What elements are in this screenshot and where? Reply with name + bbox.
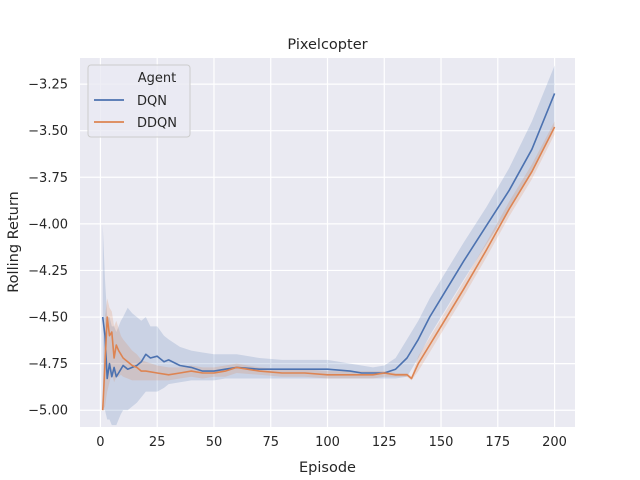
x-tick-labels: 0 25 50 75 100 125 150 175 200 bbox=[96, 435, 567, 450]
y-tick-label: −4.75 bbox=[28, 357, 68, 372]
x-tick-label: 50 bbox=[206, 435, 223, 450]
y-tick-labels: −5.00 −4.75 −4.50 −4.25 −4.00 −3.75 −3.50 −3.25 bbox=[28, 78, 68, 419]
x-tick-label: 125 bbox=[372, 435, 397, 450]
x-tick-label: 150 bbox=[429, 435, 454, 450]
y-tick-label: −3.75 bbox=[28, 171, 68, 186]
series-line-dqn bbox=[101, 93, 556, 380]
y-tick-label: −3.50 bbox=[28, 124, 68, 139]
legend-title: Agent bbox=[138, 71, 176, 86]
x-tick-label: 100 bbox=[315, 435, 340, 450]
series-lines bbox=[101, 93, 556, 411]
x-tick-label: 25 bbox=[149, 435, 166, 450]
x-tick-label: 0 bbox=[96, 435, 104, 450]
x-tick-label: 75 bbox=[262, 435, 279, 450]
legend-box bbox=[87, 64, 191, 138]
x-axis-label: Episode bbox=[299, 460, 356, 476]
x-tick-label: 175 bbox=[485, 435, 510, 450]
series-line-ddqn bbox=[101, 126, 556, 411]
legend-label-dqn: DQN bbox=[137, 94, 167, 109]
y-tick-label: −5.00 bbox=[28, 404, 68, 419]
x-tick-label: 200 bbox=[542, 435, 567, 450]
band-dqn bbox=[102, 65, 555, 426]
y-tick-label: −4.50 bbox=[28, 311, 68, 326]
legend-label-ddqn: DDQN bbox=[137, 116, 177, 131]
y-tick-label: −3.25 bbox=[28, 78, 68, 93]
y-axis-label: Rolling Return bbox=[6, 191, 22, 293]
confidence-bands bbox=[102, 65, 555, 426]
chart-title: Pixelcopter bbox=[287, 37, 367, 53]
gridlines bbox=[80, 58, 575, 427]
y-tick-label: −4.00 bbox=[28, 217, 68, 232]
legend: Agent DQN DDQN bbox=[87, 64, 191, 138]
y-tick-label: −4.25 bbox=[28, 264, 68, 279]
